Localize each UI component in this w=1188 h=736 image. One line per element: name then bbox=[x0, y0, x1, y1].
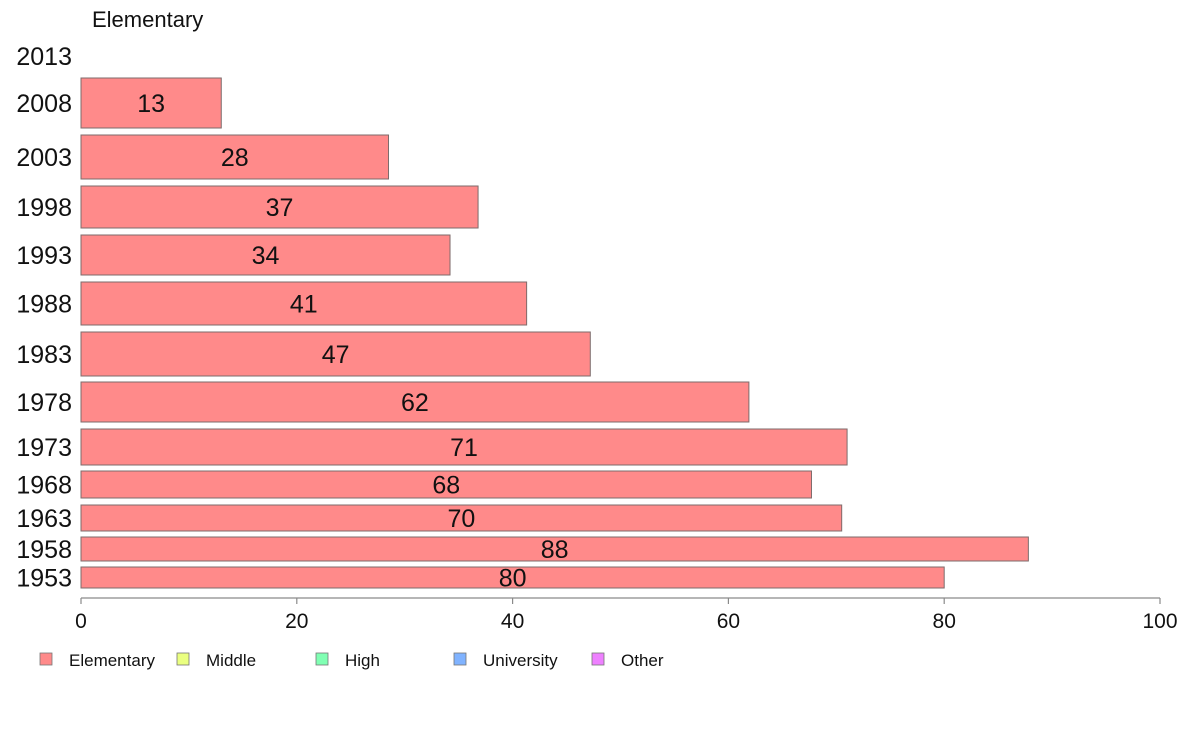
legend-label: Elementary bbox=[69, 651, 155, 670]
data-label: 28 bbox=[221, 144, 249, 172]
data-label: 47 bbox=[322, 341, 350, 369]
category-label: 1968 bbox=[16, 472, 72, 500]
x-tick-label: 100 bbox=[1142, 610, 1177, 633]
bar bbox=[80, 428, 848, 466]
data-label: 62 bbox=[401, 389, 429, 417]
x-tick-label: 80 bbox=[933, 610, 956, 633]
category-label: 1953 bbox=[16, 565, 72, 593]
category-label: 2013 bbox=[16, 43, 72, 71]
legend-swatch bbox=[453, 652, 467, 666]
bar bbox=[80, 281, 528, 326]
legend-swatch bbox=[176, 652, 190, 666]
category-label: 1993 bbox=[16, 242, 72, 270]
legend: Elementary Middle High University Other bbox=[39, 651, 664, 670]
legend-label: High bbox=[345, 651, 380, 670]
category-label: 2003 bbox=[16, 144, 72, 172]
data-label: 70 bbox=[447, 505, 475, 533]
category-label: 1978 bbox=[16, 389, 72, 417]
legend-swatch bbox=[315, 652, 329, 666]
bar bbox=[80, 504, 843, 532]
data-label: 13 bbox=[137, 90, 165, 118]
category-label: 1998 bbox=[16, 194, 72, 222]
category-label: 1988 bbox=[16, 291, 72, 319]
chart-title: Elementary bbox=[92, 7, 203, 32]
category-label: 1958 bbox=[16, 536, 72, 564]
legend-label: Middle bbox=[206, 651, 256, 670]
legend-label: University bbox=[483, 651, 558, 670]
bar bbox=[80, 536, 1029, 562]
category-label: 1963 bbox=[16, 505, 72, 533]
legend-swatch bbox=[591, 652, 605, 666]
x-tick-label: 20 bbox=[285, 610, 308, 633]
category-label: 1973 bbox=[16, 434, 72, 462]
bar bbox=[80, 134, 390, 180]
bar bbox=[80, 566, 945, 589]
data-label: 71 bbox=[450, 434, 478, 462]
data-label: 37 bbox=[266, 194, 294, 222]
legend-label: Other bbox=[621, 651, 664, 670]
category-label: 1983 bbox=[16, 341, 72, 369]
bar bbox=[80, 470, 812, 499]
x-tick-label: 40 bbox=[501, 610, 524, 633]
bar bbox=[80, 234, 451, 276]
x-tick-label: 0 bbox=[75, 610, 87, 633]
data-label: 88 bbox=[541, 536, 569, 564]
bars-layer: 2013 2008 13 2003 28 1998 37 1993 34 1988 41 1983 47… bbox=[16, 43, 1029, 593]
bar bbox=[80, 331, 591, 377]
category-label: 2008 bbox=[16, 90, 72, 118]
x-tick-label: 60 bbox=[717, 610, 740, 633]
bar bbox=[80, 185, 479, 229]
bar bbox=[80, 77, 222, 129]
legend-swatch bbox=[39, 652, 53, 666]
x-axis: 0 20 40 60 80 100 bbox=[75, 597, 1178, 633]
data-label: 41 bbox=[290, 291, 318, 319]
bar bbox=[80, 381, 750, 423]
data-label: 34 bbox=[252, 242, 280, 270]
data-label: 68 bbox=[432, 472, 460, 500]
data-label: 80 bbox=[499, 565, 527, 593]
